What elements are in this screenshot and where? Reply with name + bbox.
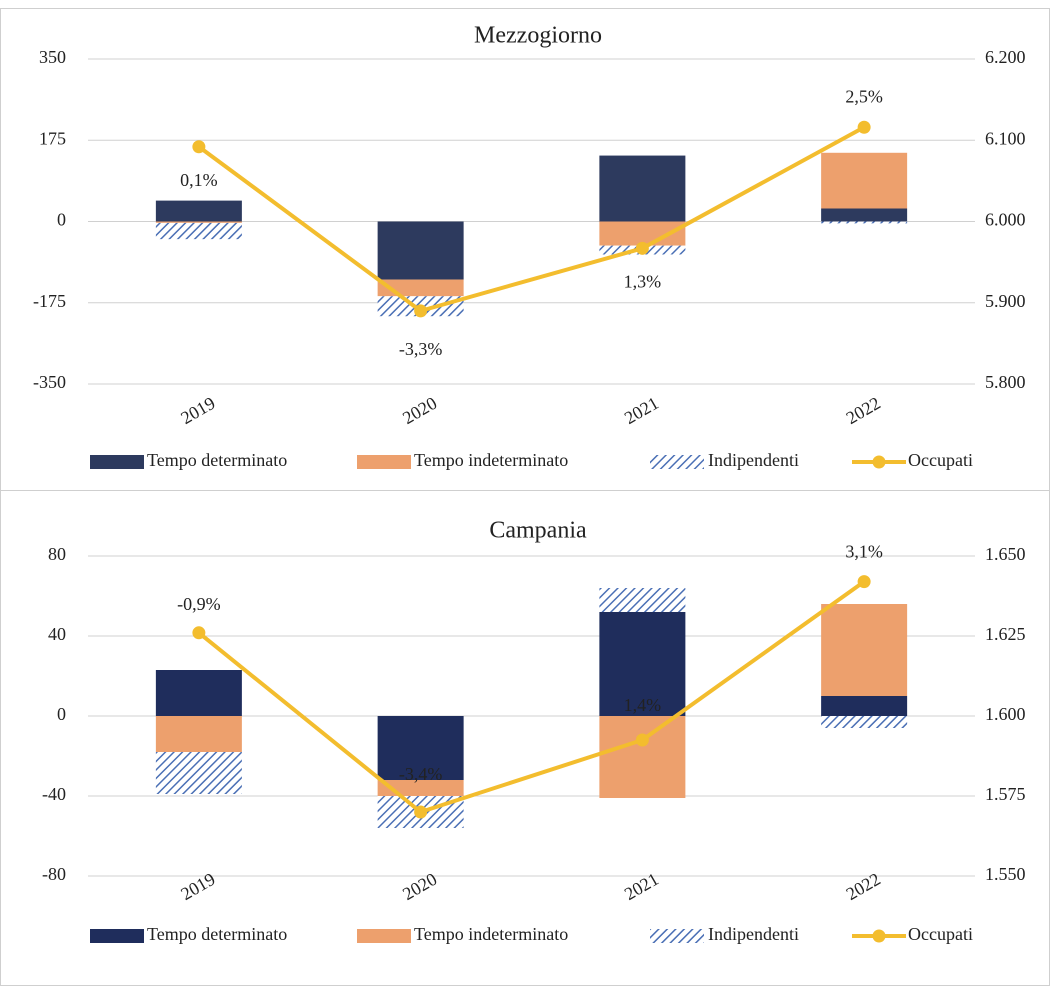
legend-label: Occupati xyxy=(908,924,973,944)
y-tick-label: -40 xyxy=(42,784,66,804)
annotation: -0,9% xyxy=(177,594,221,614)
x-tick-label: 2022 xyxy=(843,393,884,428)
legend-swatch xyxy=(872,929,886,943)
y-tick-label: 80 xyxy=(48,544,66,564)
panel-frame xyxy=(0,8,1050,491)
line-marker xyxy=(192,626,206,640)
annotation: 1,4% xyxy=(624,695,662,715)
y2-tick-label: 1.600 xyxy=(985,704,1026,724)
y-tick-label: -175 xyxy=(33,291,66,311)
y-tick-label: 40 xyxy=(48,624,66,644)
legend-swatch xyxy=(90,929,144,943)
y2-tick-label: 6.100 xyxy=(985,128,1026,148)
annotation: 2,5% xyxy=(845,86,883,106)
legend-swatch xyxy=(872,455,886,469)
y2-tick-label: 5.800 xyxy=(985,372,1026,392)
bar xyxy=(155,670,242,716)
x-tick-label: 2020 xyxy=(399,393,440,428)
bar xyxy=(821,221,908,224)
bar xyxy=(377,780,464,796)
bar xyxy=(155,221,242,223)
bar xyxy=(377,279,464,297)
y-tick-label: -350 xyxy=(33,372,66,392)
legend-swatch xyxy=(90,455,144,469)
y-tick-label: 0 xyxy=(57,704,66,724)
line xyxy=(197,125,866,313)
line-marker xyxy=(414,805,428,819)
bar xyxy=(599,155,686,222)
y2-tick-label: 1.550 xyxy=(985,864,1026,884)
y-tick-label: 350 xyxy=(39,47,66,67)
legend-swatch xyxy=(650,455,704,469)
x-tick-label: 2021 xyxy=(621,393,662,428)
line-marker xyxy=(414,304,428,318)
legend-label: Indipendenti xyxy=(708,924,799,944)
annotation: 3,1% xyxy=(845,542,883,562)
line xyxy=(197,579,866,814)
legend-label: Tempo determinato xyxy=(147,450,287,470)
line-marker xyxy=(857,575,871,589)
x-tick-label: 2022 xyxy=(843,869,884,904)
y2-tick-label: 1.625 xyxy=(985,624,1026,644)
legend-label: Occupati xyxy=(908,450,973,470)
bar xyxy=(155,222,242,240)
y2-tick-label: 6.200 xyxy=(985,47,1026,67)
chart-title: Campania xyxy=(489,518,587,544)
legend-label: Tempo indeterminato xyxy=(414,450,568,470)
chart-title: Mezzogiorno xyxy=(474,23,602,49)
legend-label: Tempo determinato xyxy=(147,924,287,944)
bar xyxy=(821,208,908,222)
line-marker xyxy=(192,140,206,154)
line-marker xyxy=(857,120,871,134)
annotation: -3,3% xyxy=(399,339,443,359)
bar xyxy=(377,221,464,280)
legend-label: Indipendenti xyxy=(708,450,799,470)
bar xyxy=(821,152,908,209)
bar xyxy=(599,612,686,716)
x-tick-label: 2019 xyxy=(177,393,218,428)
y-tick-label: 0 xyxy=(57,210,66,230)
y-tick-label: 175 xyxy=(39,128,66,148)
bar xyxy=(155,716,242,752)
legend-swatch xyxy=(650,929,704,943)
line-marker xyxy=(635,241,649,255)
bar xyxy=(599,716,686,798)
bar xyxy=(155,752,242,794)
y2-tick-label: 1.575 xyxy=(985,784,1026,804)
x-tick-label: 2019 xyxy=(177,869,218,904)
legend-swatch xyxy=(357,929,411,943)
legend-swatch xyxy=(357,455,411,469)
y2-tick-label: 5.900 xyxy=(985,291,1026,311)
y-tick-label: -80 xyxy=(42,864,66,884)
bar xyxy=(155,200,242,222)
legend-label: Tempo indeterminato xyxy=(414,924,568,944)
annotation: 1,3% xyxy=(624,271,662,291)
annotation: 0,1% xyxy=(180,170,218,190)
line-marker xyxy=(635,733,649,747)
y2-tick-label: 1.650 xyxy=(985,544,1026,564)
bar xyxy=(821,696,908,716)
bar xyxy=(821,604,908,696)
y2-tick-label: 6.000 xyxy=(985,210,1026,230)
annotation: -3,4% xyxy=(399,764,443,784)
bar xyxy=(821,716,908,728)
bar xyxy=(377,716,464,780)
bar xyxy=(599,588,686,612)
x-tick-label: 2020 xyxy=(399,869,440,904)
x-tick-label: 2021 xyxy=(621,869,662,904)
